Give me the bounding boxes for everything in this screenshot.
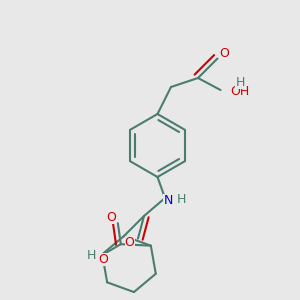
Text: O: O <box>125 236 134 249</box>
Text: O: O <box>219 46 229 60</box>
Text: H: H <box>87 249 96 262</box>
Text: N: N <box>163 194 173 207</box>
Text: H: H <box>177 193 186 206</box>
Text: O: O <box>106 211 116 224</box>
Text: H: H <box>235 76 245 89</box>
Text: O: O <box>98 253 108 266</box>
Text: OH: OH <box>230 85 249 98</box>
